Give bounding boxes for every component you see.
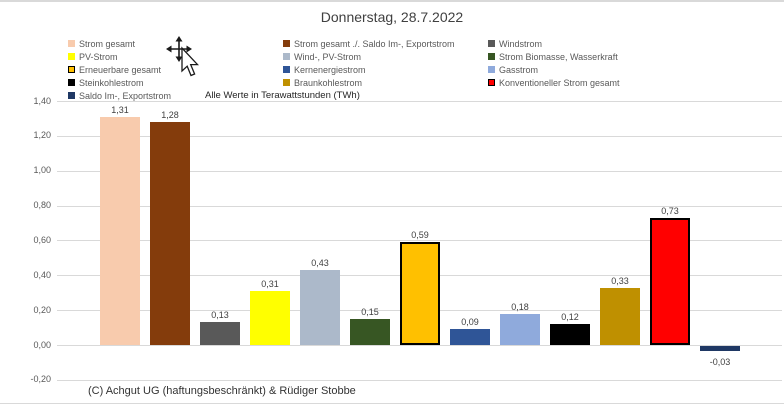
legend-item[interactable]: Kernenergiestrom — [283, 63, 488, 76]
legend-item[interactable]: Windstrom — [488, 37, 620, 50]
bar-value-label: 0,33 — [611, 275, 629, 286]
legend-item[interactable]: Strom gesamt ./. Saldo Im-, Exportstrom — [283, 37, 488, 50]
legend-column: Windstrom Strom Biomasse, Wasserkraft Gass… — [488, 37, 620, 102]
bar-braunkohlestrom[interactable] — [600, 287, 640, 345]
legend-label: Strom Biomasse, Wasserkraft — [499, 51, 618, 62]
legend-swatch — [488, 40, 495, 47]
chart-title[interactable]: Donnerstag, 28.7.2022 — [320, 9, 464, 25]
legend-label: Strom gesamt ./. Saldo Im-, Exportstrom — [294, 38, 455, 49]
y-axis-label: 0,00 — [33, 339, 51, 350]
legend-label: Wind-, PV-Strom — [294, 51, 362, 62]
bar-windstrom[interactable] — [200, 322, 240, 345]
legend-label: Gasstrom — [499, 64, 539, 75]
legend-swatch — [488, 53, 495, 60]
gridline — [57, 379, 782, 381]
bar-value-label: 0,15 — [361, 306, 379, 317]
bar-value-label: -0,03 — [709, 357, 731, 368]
bar-pv-strom[interactable] — [250, 291, 290, 345]
legend-item[interactable]: Steinkohlestrom — [68, 76, 283, 89]
bar-value-label: 1,28 — [161, 109, 179, 120]
legend-label: Strom gesamt — [79, 38, 136, 49]
bar-erneuerbare-gesamt[interactable] — [400, 242, 440, 345]
legend-swatch — [283, 66, 290, 73]
bar-strom-biomasse-wasserkraft[interactable] — [350, 318, 390, 345]
y-axis-label: -0,20 — [30, 374, 51, 385]
copyright-text: (C) Achgut UG (haftungsbeschränkt) & Rüd… — [88, 385, 356, 397]
units-note: Alle Werte in Terawattstunden (TWh) — [205, 90, 360, 101]
bar-value-label: 0,73 — [661, 205, 679, 216]
legend-swatch — [283, 40, 290, 47]
legend-item[interactable]: Strom Biomasse, Wasserkraft — [488, 50, 620, 63]
legend-swatch — [488, 79, 495, 86]
legend-label: Steinkohlestrom — [79, 77, 144, 88]
bar-steinkohlestrom[interactable] — [550, 324, 590, 345]
legend-label: Braunkohlestrom — [294, 77, 363, 88]
gridline — [57, 101, 782, 102]
legend-column: Strom gesamt PV-Strom Erneuerbare gesamt St… — [68, 37, 283, 102]
legend-item[interactable]: Saldo Im-, Exportstrom — [68, 89, 283, 102]
y-axis-label: 1,40 — [33, 95, 51, 106]
bar-value-label: 0,59 — [411, 230, 429, 241]
legend-label: Erneuerbare gesamt — [79, 64, 162, 75]
legend-swatch — [68, 53, 75, 60]
legend-item[interactable]: Strom gesamt — [68, 37, 283, 50]
gridline — [57, 135, 782, 137]
bottom-edge-line — [0, 403, 784, 404]
legend-column: Strom gesamt ./. Saldo Im-, Exportstrom W… — [283, 37, 488, 102]
legend-swatch — [488, 66, 495, 73]
legend-item[interactable]: Wind-, PV-Strom — [283, 50, 488, 63]
legend-item[interactable]: Erneuerbare gesamt — [68, 63, 283, 76]
bar-kernenergiestrom[interactable] — [450, 329, 490, 345]
legend-swatch — [283, 79, 290, 86]
top-edge-line — [0, 0, 784, 2]
legend-label: PV-Strom — [79, 51, 118, 62]
legend-label: Konventioneller Strom gesamt — [499, 77, 620, 88]
bar-saldo-im-exportstrom[interactable] — [700, 346, 740, 352]
gridline — [57, 205, 782, 207]
legend-swatch — [283, 53, 290, 60]
bar-value-label: 1,31 — [111, 104, 129, 115]
legend-swatch — [68, 92, 75, 99]
bar-value-label: 0,31 — [261, 279, 279, 289]
gridline — [57, 345, 782, 346]
bar-value-label: 0,12 — [561, 312, 579, 323]
legend-label: Windstrom — [499, 38, 543, 49]
legend-item[interactable]: PV-Strom — [68, 50, 283, 63]
bar-value-label: 0,18 — [511, 301, 529, 312]
legend-item[interactable]: Braunkohlestrom — [283, 76, 488, 89]
y-axis-label: 0,80 — [33, 200, 51, 211]
legend-item[interactable]: Gasstrom — [488, 63, 620, 76]
bar-wind-pv-strom[interactable] — [300, 270, 340, 345]
bar-strom-gesamt-saldo-im-exportstrom[interactable] — [150, 121, 190, 345]
bar-value-label: 0,43 — [311, 258, 329, 269]
legend-item[interactable]: Konventioneller Strom gesamt — [488, 76, 620, 89]
bar-value-label: 0,13 — [211, 310, 229, 321]
y-axis-label: 0,40 — [33, 269, 51, 280]
gridline — [57, 240, 782, 242]
y-axis-label: 0,60 — [33, 234, 51, 245]
legend-label: Saldo Im-, Exportstrom — [79, 90, 172, 101]
bar-value-label: 0,09 — [461, 317, 479, 328]
y-axis-label: 1,00 — [33, 165, 51, 176]
legend-swatch — [68, 66, 75, 73]
bar-gasstrom[interactable] — [500, 313, 540, 345]
y-axis-label: 0,20 — [33, 304, 51, 315]
move-cursor-icon — [166, 36, 199, 77]
legend-swatch — [68, 79, 75, 86]
gridline — [57, 170, 782, 172]
legend-swatch — [68, 40, 75, 47]
bar-konventioneller-strom-gesamt[interactable] — [650, 217, 690, 345]
bar-strom-gesamt[interactable] — [100, 116, 140, 345]
y-axis-label: 1,20 — [33, 130, 51, 141]
legend: Strom gesamt PV-Strom Erneuerbare gesamt St… — [68, 37, 620, 102]
legend-label: Kernenergiestrom — [294, 64, 366, 75]
